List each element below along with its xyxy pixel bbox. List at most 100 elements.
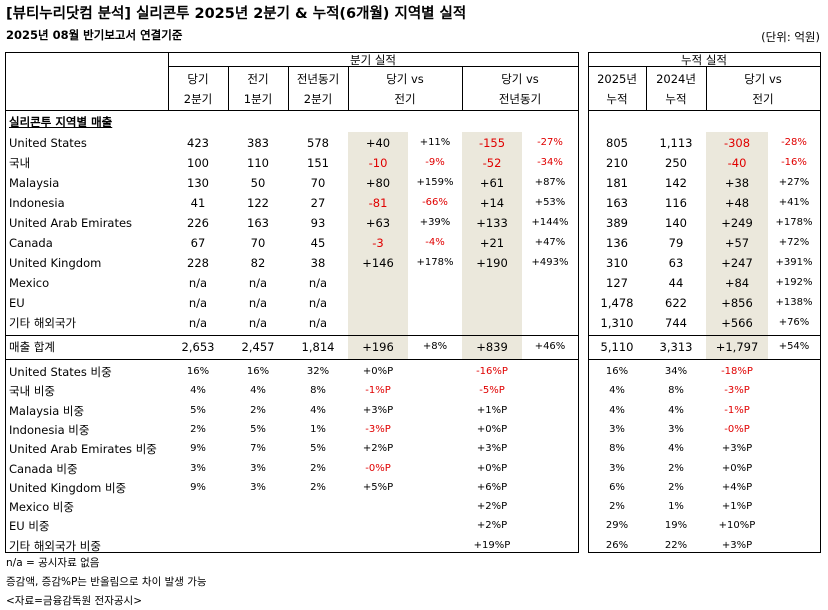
total-cell: 3,313: [659, 340, 693, 354]
column-header: 전기: [247, 72, 269, 86]
row-cell: -4%: [425, 237, 445, 248]
share-cell: 7%: [250, 443, 266, 455]
rule: [168, 66, 578, 67]
share-cell: -0%P: [365, 462, 391, 474]
share-cell: +2%P: [476, 520, 508, 532]
share-cell: -5%P: [479, 385, 505, 397]
share-cell: -18%P: [721, 366, 753, 377]
row-cell: 151: [307, 156, 329, 170]
share-cell: 26%: [605, 539, 629, 551]
row-cell: 181: [606, 176, 628, 190]
share-label: United States 비중: [9, 365, 112, 379]
row-cell: 45: [310, 236, 326, 250]
row-cell: 140: [665, 216, 687, 230]
row-cell: 383: [247, 136, 269, 150]
share-cell: 5%: [310, 443, 326, 455]
row-cell: +178%: [775, 217, 813, 228]
row-cell: +72%: [778, 237, 810, 248]
total-cell: +839: [476, 340, 508, 354]
row-cell: +76%: [778, 317, 810, 328]
share-cell: 4%: [609, 385, 625, 397]
share-cell: +0%P: [476, 462, 508, 474]
rule: [588, 52, 820, 53]
column-header: 누적: [606, 92, 628, 106]
share-cell: 4%: [609, 404, 625, 416]
row-cell: n/a: [308, 296, 328, 310]
row-cell: 250: [665, 156, 687, 170]
rule: [588, 52, 589, 553]
row-cell: 578: [307, 136, 329, 150]
share-label: Canada 비중: [9, 461, 78, 476]
share-cell: 2%: [668, 481, 684, 493]
column-header: 2분기: [303, 92, 333, 106]
row-cell: 70: [250, 236, 266, 250]
rule: [5, 552, 578, 553]
row-cell: +57: [724, 236, 750, 250]
rule: [588, 335, 820, 336]
row-cell: -34%: [537, 157, 563, 168]
column-header: 1분기: [243, 92, 273, 106]
row-cell: 79: [668, 236, 684, 250]
share-cell: +0%P: [476, 423, 508, 435]
row-label: EU: [9, 296, 25, 310]
row-cell: +53%: [534, 197, 566, 208]
row-cell: 50: [250, 176, 266, 190]
column-header: 전기: [752, 92, 774, 106]
row-cell: 82: [250, 256, 266, 270]
share-cell: 16%: [186, 366, 210, 377]
row-cell: 1,310: [600, 316, 634, 330]
row-cell: 41: [190, 196, 206, 210]
share-label: United Arab Emirates 비중: [9, 442, 157, 457]
total-cell: 2,653: [181, 340, 215, 354]
share-cell: 4%: [250, 385, 266, 397]
share-cell: +19%P: [473, 539, 511, 551]
row-cell: 210: [606, 156, 628, 170]
column-header: 전년동기: [296, 72, 340, 86]
rule: [348, 66, 349, 110]
share-cell: 5%: [250, 423, 266, 435]
row-cell: +14: [479, 196, 505, 210]
row-cell: 93: [310, 216, 326, 230]
rule: [5, 52, 6, 553]
row-label: Canada: [9, 236, 53, 250]
row-label: Mexico: [9, 276, 50, 290]
share-cell: 22%: [664, 539, 688, 551]
total-cell: 5,110: [600, 340, 634, 354]
rule: [5, 110, 578, 111]
share-cell: 3%: [250, 481, 266, 493]
shade: [348, 132, 408, 359]
group-header: 분기 실적: [350, 53, 396, 67]
share-cell: 3%: [609, 423, 625, 435]
share-cell: -3%P: [724, 385, 750, 397]
share-cell: 19%: [664, 520, 688, 532]
share-label: 국내 비중: [9, 384, 55, 399]
row-cell: -27%: [537, 137, 563, 148]
share-cell: +2%P: [362, 443, 394, 455]
share-cell: 16%: [605, 366, 629, 377]
column-header: 누적: [665, 92, 687, 106]
share-cell: 1%: [668, 501, 684, 513]
share-cell: -16%P: [476, 366, 508, 377]
row-cell: n/a: [188, 316, 208, 330]
share-cell: +3%P: [721, 443, 753, 455]
share-cell: 32%: [306, 366, 330, 377]
total-cell: +1,797: [715, 340, 759, 354]
share-cell: +1%P: [476, 404, 508, 416]
row-cell: n/a: [248, 276, 268, 290]
note: n/a = 공시자료 없음: [6, 557, 100, 569]
row-cell: 744: [665, 316, 687, 330]
total-label: 매출 합계: [9, 340, 55, 354]
row-cell: +47%: [534, 237, 566, 248]
row-cell: 389: [606, 216, 628, 230]
share-cell: 29%: [605, 520, 629, 532]
shade: [706, 132, 768, 359]
row-cell: +84: [724, 276, 750, 290]
share-label: Indonesia 비중: [9, 422, 90, 437]
share-cell: +3%P: [476, 443, 508, 455]
share-cell: -1%P: [724, 404, 750, 416]
share-cell: 3%: [609, 462, 625, 474]
share-cell: 3%: [250, 462, 266, 474]
rule: [168, 66, 169, 110]
row-cell: n/a: [188, 296, 208, 310]
